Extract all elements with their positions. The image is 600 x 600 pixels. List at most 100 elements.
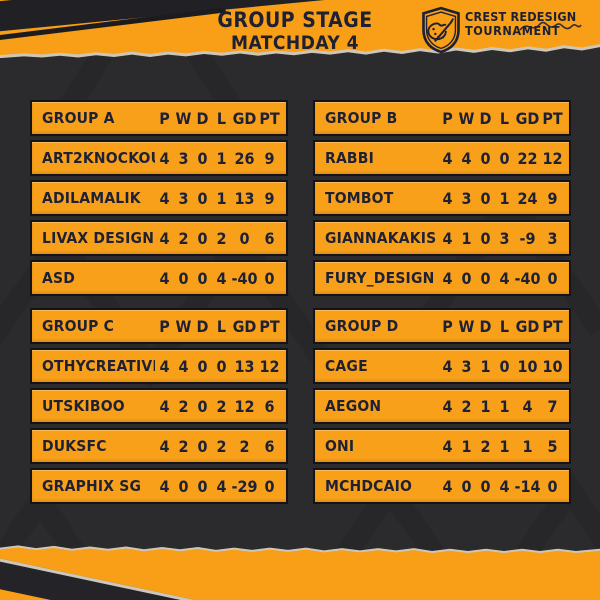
stat-pt: 9 bbox=[264, 148, 275, 168]
team-row: RABBI 4 4 0 0 22 12 bbox=[313, 140, 571, 176]
stat-pt: 12 bbox=[259, 356, 280, 376]
stat-w: 1 bbox=[461, 436, 472, 456]
team-name: GIANNAKAKIS bbox=[325, 229, 437, 247]
stat-d: 0 bbox=[197, 228, 208, 248]
stat-p: 4 bbox=[442, 188, 453, 208]
stat-p: 4 bbox=[159, 148, 170, 168]
team-stats: 4 3 1 0 10 10 bbox=[438, 357, 564, 376]
stat-gd: 1 bbox=[522, 436, 533, 456]
stat-l: 0 bbox=[216, 356, 227, 376]
stat-d: 0 bbox=[197, 268, 208, 288]
team-row: LIVAX DESIGN 4 2 0 2 0 6 bbox=[30, 220, 288, 256]
column-header-w: W bbox=[175, 316, 192, 336]
stat-p: 4 bbox=[442, 148, 453, 168]
group-header-row: GROUP A P W D L GD PT bbox=[30, 100, 288, 136]
column-header-d: D bbox=[196, 316, 209, 336]
team-row: UTSKIBOO 4 2 0 2 12 6 bbox=[30, 388, 288, 424]
team-name: ASD bbox=[42, 269, 76, 287]
stat-p: 4 bbox=[159, 228, 170, 248]
stat-p: 4 bbox=[442, 476, 453, 496]
column-header-w: W bbox=[175, 108, 192, 128]
stat-d: 0 bbox=[480, 228, 491, 248]
stat-gd: -40 bbox=[231, 268, 258, 288]
column-header-d: D bbox=[196, 108, 209, 128]
stat-d: 0 bbox=[480, 148, 491, 168]
stat-l: 2 bbox=[216, 436, 227, 456]
stat-l: 1 bbox=[216, 188, 227, 208]
column-header-gd: GD bbox=[232, 316, 257, 336]
team-stats: 4 3 0 1 26 9 bbox=[155, 149, 281, 168]
team-row: AEGON 4 2 1 1 4 7 bbox=[313, 388, 571, 424]
stat-l: 0 bbox=[499, 356, 510, 376]
column-header-gd: GD bbox=[515, 108, 540, 128]
team-name: ADILAMALIK bbox=[42, 189, 141, 207]
group-title: GROUP A bbox=[42, 109, 115, 127]
team-name: GRAPHIX SG bbox=[42, 477, 142, 495]
team-row: ADILAMALIK 4 3 0 1 13 9 bbox=[30, 180, 288, 216]
stat-w: 4 bbox=[178, 356, 189, 376]
stat-gd: 10 bbox=[517, 356, 538, 376]
team-row: TOMBOT 4 3 0 1 24 9 bbox=[313, 180, 571, 216]
column-headers: P W D L GD PT bbox=[438, 317, 564, 336]
stat-w: 2 bbox=[178, 228, 189, 248]
page-title: GROUP STAGE MATCHDAY 4 bbox=[200, 8, 390, 54]
team-stats: 4 4 0 0 13 12 bbox=[155, 357, 281, 376]
team-name: OTHYCREATIVE bbox=[42, 357, 155, 375]
stat-pt: 7 bbox=[547, 396, 558, 416]
column-header-p: P bbox=[159, 316, 170, 336]
team-name: MCHDCAIO bbox=[325, 477, 413, 495]
team-name: ONI bbox=[325, 437, 355, 455]
team-row: FURY_DESIGN 4 0 0 4 -40 0 bbox=[313, 260, 571, 296]
stat-p: 4 bbox=[159, 396, 170, 416]
stat-l: 2 bbox=[216, 228, 227, 248]
group-title: GROUP C bbox=[42, 317, 115, 335]
stat-pt: 6 bbox=[264, 228, 275, 248]
column-header-gd: GD bbox=[515, 316, 540, 336]
logo-text-line2: TOURNAMENT bbox=[465, 22, 561, 38]
column-header-d: D bbox=[479, 108, 492, 128]
tournament-logo: CREST REDESIGN TOURNAMENT bbox=[420, 6, 583, 54]
stat-w: 0 bbox=[178, 268, 189, 288]
team-row: GIANNAKAKIS 4 1 0 3 -9 3 bbox=[313, 220, 571, 256]
stat-d: 0 bbox=[197, 356, 208, 376]
group-header-row: GROUP B P W D L GD PT bbox=[313, 100, 571, 136]
team-stats: 4 4 0 0 22 12 bbox=[438, 149, 564, 168]
team-stats: 4 2 0 2 12 6 bbox=[155, 397, 281, 416]
stat-w: 2 bbox=[178, 436, 189, 456]
team-name: AEGON bbox=[325, 397, 382, 415]
stat-p: 4 bbox=[159, 268, 170, 288]
team-name: CAGE bbox=[325, 357, 368, 375]
stat-gd: 26 bbox=[234, 148, 255, 168]
stat-l: 2 bbox=[216, 396, 227, 416]
stat-gd: -14 bbox=[514, 476, 541, 496]
group-title: GROUP D bbox=[325, 317, 399, 335]
team-stats: 4 1 0 3 -9 3 bbox=[438, 229, 564, 248]
logo-text: CREST REDESIGN TOURNAMENT bbox=[465, 10, 583, 38]
team-row: ASD 4 0 0 4 -40 0 bbox=[30, 260, 288, 296]
team-stats: 4 0 0 4 -40 0 bbox=[155, 269, 281, 288]
stat-d: 0 bbox=[480, 476, 491, 496]
stat-l: 4 bbox=[216, 476, 227, 496]
stat-p: 4 bbox=[442, 436, 453, 456]
group-title: GROUP B bbox=[325, 109, 398, 127]
group-d-table: GROUP D P W D L GD PT CAGE 4 3 1 0 10 10 AEGON 4 2 1 1 4 7 ON… bbox=[313, 308, 571, 508]
brush-icon bbox=[434, 18, 455, 43]
stat-l: 3 bbox=[499, 228, 510, 248]
bottom-banner bbox=[0, 547, 600, 600]
team-name: UTSKIBOO bbox=[42, 397, 125, 415]
stat-gd: 22 bbox=[517, 148, 538, 168]
stat-p: 4 bbox=[159, 356, 170, 376]
stat-pt: 9 bbox=[264, 188, 275, 208]
stat-pt: 0 bbox=[547, 268, 558, 288]
column-header-l: L bbox=[216, 108, 227, 128]
group-header-row: GROUP D P W D L GD PT bbox=[313, 308, 571, 344]
group-b-table: GROUP B P W D L GD PT RABBI 4 4 0 0 22 12 TOMBOT 4 3 0 1 24… bbox=[313, 100, 571, 300]
stat-l: 1 bbox=[499, 436, 510, 456]
title-line-1: GROUP STAGE bbox=[217, 8, 373, 32]
stat-d: 0 bbox=[480, 268, 491, 288]
stat-p: 4 bbox=[442, 396, 453, 416]
stat-p: 4 bbox=[442, 268, 453, 288]
